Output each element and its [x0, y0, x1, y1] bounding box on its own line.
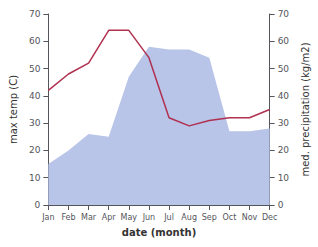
svg-text:Sep: Sep	[202, 213, 217, 222]
svg-text:Aug: Aug	[181, 213, 197, 222]
svg-text:10: 10	[278, 173, 290, 183]
svg-text:May: May	[121, 213, 138, 222]
svg-text:40: 40	[278, 91, 290, 101]
svg-text:60: 60	[278, 36, 290, 46]
svg-text:Jul: Jul	[163, 213, 174, 222]
svg-text:Dec: Dec	[262, 213, 277, 222]
svg-text:70: 70	[29, 9, 41, 19]
svg-text:Apr: Apr	[102, 213, 117, 222]
svg-text:10: 10	[29, 173, 41, 183]
svg-text:date (month): date (month)	[122, 227, 196, 238]
svg-text:30: 30	[278, 118, 290, 128]
svg-text:40: 40	[29, 91, 41, 101]
svg-text:Jan: Jan	[41, 213, 54, 222]
svg-text:med. precipitation (kg/m2): med. precipitation (kg/m2)	[300, 42, 311, 176]
svg-text:20: 20	[29, 145, 41, 155]
svg-text:Oct: Oct	[222, 213, 236, 222]
svg-text:Jun: Jun	[142, 213, 156, 222]
svg-text:20: 20	[278, 145, 290, 155]
svg-text:30: 30	[29, 118, 41, 128]
svg-text:60: 60	[29, 36, 41, 46]
svg-text:50: 50	[29, 64, 41, 74]
svg-text:Nov: Nov	[242, 213, 258, 222]
svg-text:Mar: Mar	[81, 213, 97, 222]
svg-text:0: 0	[35, 200, 41, 210]
svg-text:50: 50	[278, 64, 290, 74]
svg-text:Feb: Feb	[61, 213, 75, 222]
svg-text:70: 70	[278, 9, 290, 19]
svg-text:0: 0	[278, 200, 284, 210]
svg-text:max temp (C): max temp (C)	[8, 75, 19, 144]
